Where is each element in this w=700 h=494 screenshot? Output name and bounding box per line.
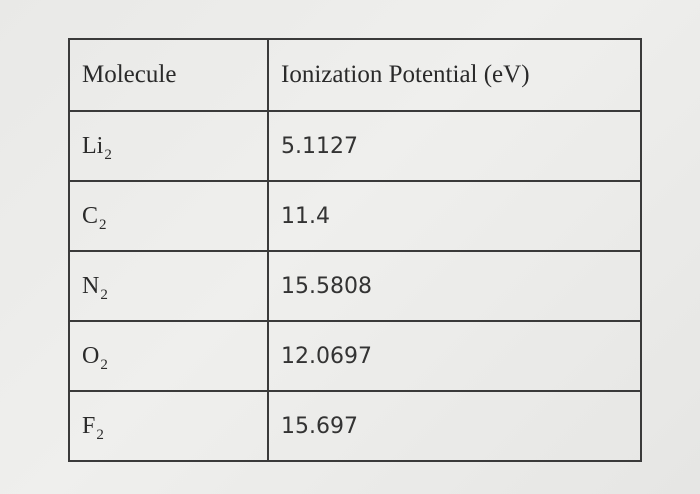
table-row: C2 11.4 — [68, 180, 642, 252]
molecule-subscript: 2 — [100, 286, 108, 303]
molecule-symbol: N — [82, 272, 100, 299]
molecule-cell: O2 — [68, 320, 269, 392]
molecule-symbol: Li — [82, 132, 104, 159]
molecule-cell: Li2 — [68, 110, 269, 182]
molecule-cell: N2 — [68, 250, 269, 322]
ionization-value: 11.4 — [267, 180, 642, 252]
table-header-row: Molecule Ionization Potential (eV) — [68, 38, 642, 112]
table-row: O2 12.0697 — [68, 320, 642, 392]
table-row: N2 15.5808 — [68, 250, 642, 322]
molecule-cell: C2 — [68, 180, 269, 252]
molecule-subscript: 2 — [99, 216, 107, 233]
ionization-value: 15.697 — [267, 390, 642, 462]
molecule-symbol: F — [82, 412, 96, 439]
molecule-symbol: C — [82, 202, 99, 229]
ionization-potential-table: Molecule Ionization Potential (eV) Li2 5… — [68, 38, 642, 462]
header-ionization-potential: Ionization Potential (eV) — [267, 38, 642, 112]
molecule-subscript: 2 — [104, 146, 112, 163]
ionization-value: 15.5808 — [267, 250, 642, 322]
molecule-cell: F2 — [68, 390, 269, 462]
table-row: F2 15.697 — [68, 390, 642, 462]
molecule-symbol: O — [82, 342, 100, 369]
molecule-subscript: 2 — [100, 356, 108, 373]
ionization-value: 12.0697 — [267, 320, 642, 392]
ionization-value: 5.1127 — [267, 110, 642, 182]
table-row: Li2 5.1127 — [68, 110, 642, 182]
molecule-subscript: 2 — [96, 426, 104, 443]
header-molecule: Molecule — [68, 38, 269, 112]
